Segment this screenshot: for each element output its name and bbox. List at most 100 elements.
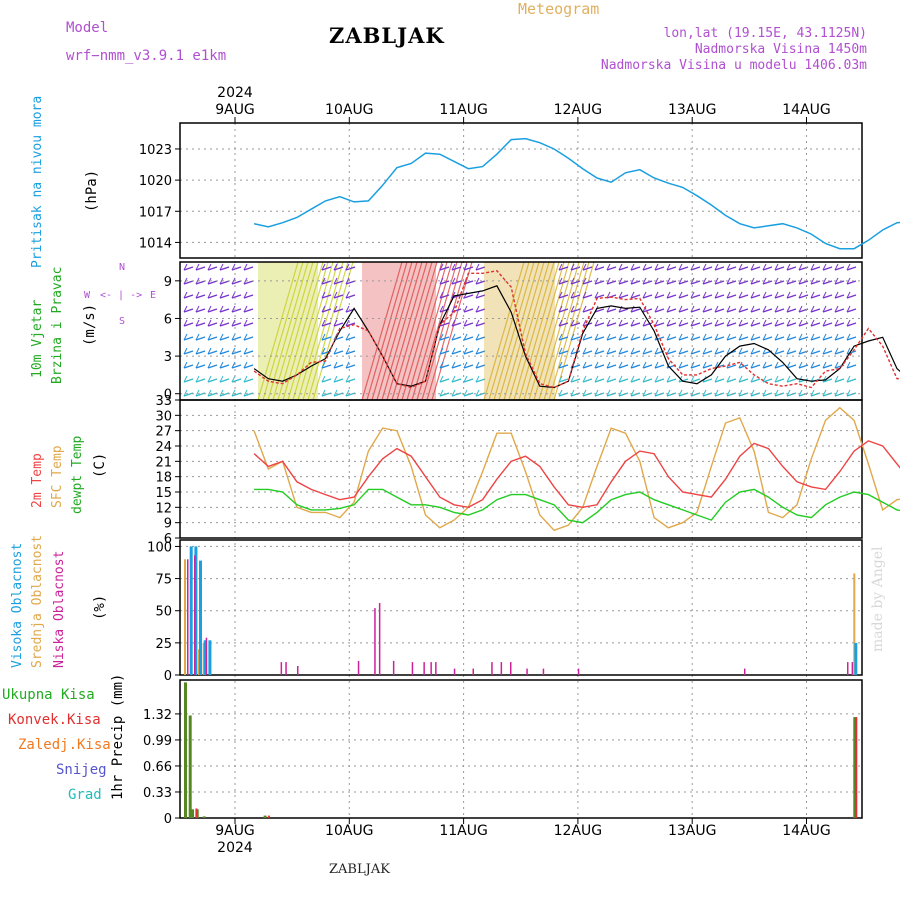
wind-barb [750, 280, 761, 285]
wind-barb-flag [463, 375, 468, 383]
hail-label: Grad [68, 787, 102, 803]
wind-barb-flag [333, 361, 338, 369]
wind-barb [618, 294, 629, 299]
wind-barb [678, 350, 689, 355]
wind-barb [195, 280, 206, 285]
wind-barb-flag [333, 319, 338, 327]
wind-band-stroke [292, 261, 334, 401]
wind-barb [774, 392, 785, 397]
wind-barb-flag [630, 291, 635, 299]
wind-barb-flag [345, 347, 350, 355]
wind-barb [451, 280, 462, 285]
wind-barb [183, 392, 194, 397]
model-label: Model [66, 20, 109, 36]
wind-barb [846, 350, 857, 355]
wind-barb-flag [846, 389, 851, 397]
wind-barb [582, 266, 593, 271]
wind-barb [594, 322, 605, 327]
wind-barb [630, 280, 641, 285]
wind-band-stroke [302, 261, 344, 401]
station-title: ZABLJAK [329, 23, 445, 48]
wind-barb [321, 322, 332, 327]
wind-barb [678, 378, 689, 383]
low-cloud-bar [491, 662, 493, 675]
wind-barb [219, 308, 230, 313]
wind-barb-flag [207, 333, 212, 341]
wind-barb-flag [183, 277, 188, 285]
wind-barb-flag [786, 347, 791, 355]
wind-barb [243, 350, 254, 355]
wind-barb-flag [207, 263, 212, 271]
wind-barb [666, 392, 677, 397]
wind-barb-flag [630, 375, 635, 383]
wind-barb [774, 280, 785, 285]
wind-barb-flag [750, 291, 755, 299]
wind-barb [726, 280, 737, 285]
wind-barb-flag [702, 263, 707, 271]
wind-barb-flag [558, 333, 563, 341]
wind-barb [183, 280, 194, 285]
wind-barb-flag [726, 291, 731, 299]
wind-barb [463, 280, 474, 285]
wind-barb [582, 280, 593, 285]
wind-barb-flag [321, 361, 326, 369]
wind-barb-flag [606, 389, 611, 397]
wind-barb-flag [822, 277, 827, 285]
wind-barb-flag [762, 291, 767, 299]
wind-barb [678, 308, 689, 313]
wind-barb-flag [594, 319, 599, 327]
wind-barb-flag [750, 347, 755, 355]
wind-barb [810, 350, 821, 355]
wind-barb-flag [654, 291, 659, 299]
wind-barb-flag [714, 277, 719, 285]
wind-barb [822, 308, 833, 313]
compass-key: N W <- | -> E S [84, 262, 164, 330]
wind-barb-flag [345, 305, 350, 313]
wind-barb [606, 280, 617, 285]
wind-barb [834, 378, 845, 383]
wind-barb-flag [570, 319, 575, 327]
wind-barb [726, 364, 737, 369]
wind-barb-flag [558, 277, 563, 285]
wind-band-stroke [262, 261, 304, 401]
wind-barb [594, 350, 605, 355]
wind-barb [231, 308, 242, 313]
wind-barb [774, 294, 785, 299]
wind-barb-flag [345, 277, 350, 285]
wind-barb-flag [594, 277, 599, 285]
wind-barb-flag [810, 277, 815, 285]
wind-barb-flag [666, 277, 671, 285]
wind-band-stroke [518, 261, 560, 401]
wind-barb [714, 322, 725, 327]
wind-barb [333, 266, 344, 271]
low-cloud-bar [453, 668, 456, 675]
wind-barb [321, 336, 332, 341]
wind-barb [630, 378, 641, 383]
wind-barb [702, 308, 713, 313]
wind-barb [570, 392, 581, 397]
wind-barb-flag [321, 389, 326, 397]
low-cloud-bar [392, 660, 395, 675]
wind-barb [690, 350, 701, 355]
sfc-temp-line [253, 406, 900, 532]
wind-barb [333, 378, 344, 383]
wind-barb [846, 308, 857, 313]
wind-barb [475, 322, 486, 327]
wind-barb [726, 266, 737, 271]
wind-barb [570, 322, 581, 327]
wind-barb [219, 280, 230, 285]
wind-barb-flag [321, 305, 326, 313]
wind-barb-flag [774, 375, 779, 383]
wind-barb-flag [774, 263, 779, 271]
wind-barb-flag [207, 375, 212, 383]
conv-precip-bar [267, 815, 270, 818]
wind-barb [630, 350, 641, 355]
wind-barb-flag [630, 347, 635, 355]
wind-barb [345, 322, 356, 327]
wind-barb-flag [219, 347, 224, 355]
wind-barb-flag [846, 263, 851, 271]
wind-barb [846, 392, 857, 397]
wind-band-stroke [361, 261, 403, 401]
wind-barb [642, 364, 653, 369]
wind-barb-flag [183, 319, 188, 327]
